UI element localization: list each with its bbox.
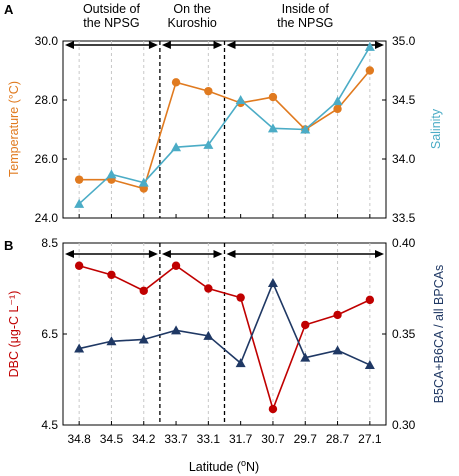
x-tick-label: 27.1	[358, 432, 382, 446]
panel-a-series	[74, 41, 375, 208]
bpca-ratio-axis-label: B5CA+B6CA / all BPCAs	[432, 265, 446, 404]
x-tick-label: 29.7	[294, 432, 318, 446]
series-a2-point	[106, 169, 117, 179]
series-b2-point	[300, 352, 311, 362]
series-b1-line	[78, 264, 371, 412]
series-b2-point	[332, 345, 343, 355]
series-b1-point	[171, 261, 181, 270]
y-tick-label: 34.0	[392, 152, 416, 166]
series-b2-line	[78, 280, 371, 366]
series-a1-point	[171, 78, 181, 87]
y-tick-label: 35.0	[392, 34, 416, 48]
series-a2-line	[78, 46, 371, 205]
x-tick-label: 34.5	[100, 432, 124, 446]
panel-a: A Outside of the NPSG On the Kuroshio Inside…	[4, 2, 443, 225]
x-tick-label: 34.2	[132, 432, 156, 446]
region-arrowhead	[226, 41, 236, 49]
x-tick-label: 31.7	[229, 432, 253, 446]
panel-b-right-axis: 0.30 0.35 0.40	[382, 236, 416, 432]
series-a1-line	[79, 69, 371, 190]
series-b1-point	[107, 270, 116, 280]
y-tick-label: 0.30	[392, 418, 416, 432]
series-a2-point	[332, 96, 343, 106]
series-b1-point	[365, 295, 375, 305]
x-tick-label: 33.1	[197, 432, 221, 446]
series-a2-point	[235, 95, 246, 104]
panel-a-regions: Outside of the NPSG On the Kuroshio Inside o…	[65, 2, 384, 218]
series-b2-point	[364, 359, 375, 369]
panel-b: B 4.56.58.5 0.300.350.40 DBC (μg-C L⁻¹) …	[4, 236, 446, 446]
series-a2-point	[203, 139, 214, 149]
y-tick-label: 4.5	[41, 418, 58, 432]
series-b1-point	[74, 261, 84, 270]
panel-b-left-axis: 4.5 6.5 8.5	[41, 236, 67, 432]
region-title: Outside of the NPSG	[83, 2, 141, 30]
y-tick-label: 33.5	[392, 211, 416, 225]
panel-b-series	[74, 261, 375, 414]
x-tick-label: 28.7	[326, 432, 350, 446]
panel-b-letter: B	[4, 238, 13, 253]
series-a1-point	[204, 86, 213, 96]
region-arrowhead	[226, 250, 236, 258]
y-tick-label: 6.5	[41, 327, 58, 341]
series-b2-point	[235, 358, 246, 368]
series-a2-point	[364, 41, 375, 51]
y-tick-label: 34.5	[392, 93, 416, 107]
series-a1-point	[74, 175, 84, 184]
series-b1-point	[301, 320, 310, 330]
series-b2-point	[171, 325, 182, 335]
region-arrowhead	[213, 250, 223, 258]
y-tick-label: 8.5	[41, 236, 58, 250]
series-b2-point	[203, 330, 214, 340]
region-arrowhead	[213, 41, 223, 49]
series-a1-point	[333, 104, 342, 114]
series-a2-point	[74, 198, 85, 208]
series-b2-point	[138, 334, 149, 344]
series-b2-point	[267, 278, 278, 288]
region-arrowhead	[148, 250, 158, 258]
x-tick-label: 30.7	[261, 432, 285, 446]
panel-a-right-axis: 33.5 34.0 34.5 35.0	[382, 34, 416, 225]
y-tick-label: 0.35	[392, 327, 416, 341]
series-a2-point	[300, 124, 311, 134]
series-a2-point	[171, 142, 182, 152]
region-arrowhead	[65, 41, 74, 49]
y-tick-label: 30.0	[35, 34, 59, 48]
x-tick-label: 34.8	[67, 432, 91, 446]
panel-a-grid	[78, 41, 371, 218]
series-b2-point	[106, 336, 117, 346]
region-arrowhead	[161, 41, 171, 49]
region-arrowhead	[65, 250, 74, 258]
series-b2-point	[74, 343, 85, 353]
series-b1-point	[236, 293, 245, 302]
series-a2-point	[267, 123, 278, 133]
region-title: Inside of the NPSG	[277, 2, 333, 30]
panel-a-left-axis: 24.0 26.0 28.0 30.0	[35, 34, 67, 225]
panel-b-regions	[65, 243, 384, 425]
x-axis-label: Latitude (oN)	[189, 458, 259, 474]
series-a1-point	[365, 66, 375, 75]
y-tick-label: 24.0	[35, 211, 59, 225]
y-tick-label: 0.40	[392, 236, 416, 250]
region-arrowhead	[161, 250, 171, 258]
region-title: On the Kuroshio	[168, 2, 217, 30]
x-tick-labels: 34.8 34.5 34.2 33.7 33.1 31.7 30.7 29.7 28.7 27.1	[67, 432, 381, 446]
dbc-axis-label: DBC (μg-C L⁻¹)	[7, 291, 21, 378]
region-arrowhead	[375, 41, 384, 49]
series-b1-point	[268, 404, 278, 414]
series-b1-point	[139, 286, 148, 295]
series-a1-point	[268, 92, 278, 102]
region-arrowhead	[375, 250, 384, 258]
series-b1-point	[333, 310, 342, 320]
region-arrowhead	[148, 41, 158, 49]
x-tick-label: 33.7	[164, 432, 188, 446]
temperature-axis-label: Temperature (°C)	[7, 81, 21, 177]
series-b1-point	[204, 284, 213, 293]
series-a2-point	[138, 177, 149, 187]
y-tick-label: 28.0	[35, 93, 59, 107]
panel-a-letter: A	[4, 2, 14, 17]
salinity-axis-label: Salinity	[429, 108, 443, 149]
y-tick-label: 26.0	[35, 152, 59, 166]
